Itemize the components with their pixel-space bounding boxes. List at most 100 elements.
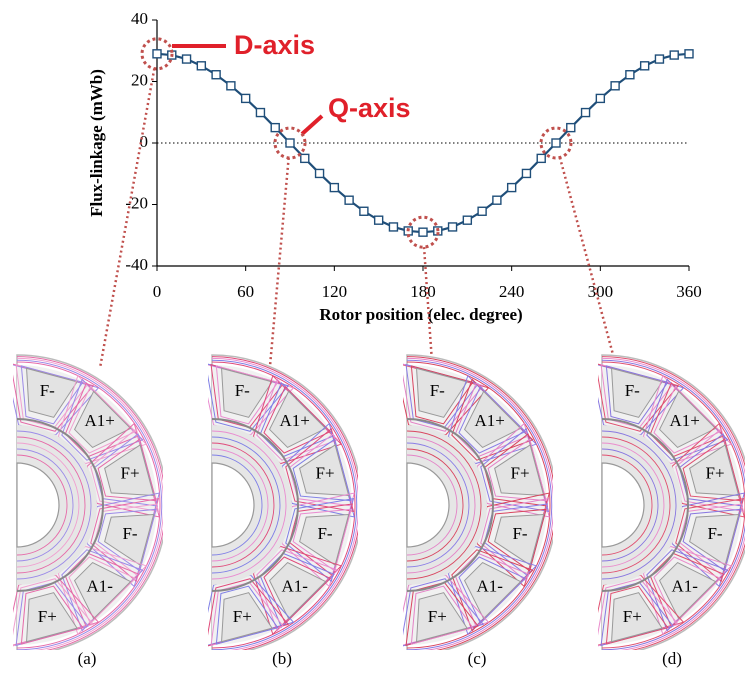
point-marker [536,153,546,164]
rotor-flux [406,454,458,556]
back-iron-flux [211,356,358,650]
slot [611,592,663,643]
flux-line [259,382,335,458]
rotor-flux [601,436,671,574]
panel-label: (d) [662,649,682,668]
slot [689,444,740,496]
flux-line [90,497,160,583]
flux-line [61,378,144,461]
slot-label: A1+ [475,411,505,430]
flux-line [600,581,674,647]
point-marker [610,81,620,91]
rotor-flux [16,454,68,556]
motor-panel: F- A1+ F+ F- A1- F+ [13,354,163,650]
air-gap [601,418,689,592]
back-iron-flux [601,356,745,650]
slot-label: A1+ [670,411,700,430]
back-iron-flux [406,357,553,650]
slot [494,444,545,496]
slot [73,561,132,620]
connector [422,247,434,363]
slot-label: A1- [87,577,114,596]
y-tick-label: -40 [125,255,148,274]
rotor-flux [211,448,269,562]
flux-line [68,556,137,625]
slot-label: F- [512,524,527,543]
point-marker [492,195,502,205]
point-marker [639,61,650,71]
motor-panel: F- A1+ F+ F- A1- F+ [208,354,358,650]
shaft [601,462,645,548]
flux-line [405,581,479,647]
x-tick-label: 120 [322,282,348,301]
flux-line [410,585,474,645]
slot-label: F+ [315,464,334,483]
highlight-circle [273,126,307,160]
back-iron-flux [406,359,553,650]
shaft [211,462,255,548]
flux-line [410,365,474,425]
rotor-flux [406,430,482,580]
back-iron-flux [211,361,356,649]
flux-line [598,578,680,647]
point-marker [255,107,266,118]
rotor-flux [601,454,653,556]
slot [299,514,350,566]
slot [416,367,468,418]
rotor-flux [406,436,476,574]
air-gap [16,418,104,592]
point-marker [595,93,606,104]
back-iron-flux [601,361,745,649]
x-tick-label: 180 [410,282,436,301]
flux-line [90,427,160,513]
point-marker [314,168,325,179]
flux-line [682,508,742,572]
slot [689,514,740,566]
slot-label: A1- [672,577,699,596]
back-iron-flux [406,361,551,649]
panel-label: (c) [468,649,487,668]
slot-label: A1+ [85,411,115,430]
point-marker [684,49,694,59]
slot-label: F+ [705,464,724,483]
flux-line [600,363,674,429]
slot [268,390,327,449]
flux-line [259,552,335,628]
flux-line [605,585,669,645]
point-marker [270,122,280,133]
point-marker [669,50,679,60]
connector [98,68,156,369]
x-tick-label: 360 [676,282,702,301]
flux-line [682,438,742,502]
shaft [406,462,450,548]
flux-line [483,433,549,507]
point-marker [344,195,354,205]
flux-line [20,585,84,645]
y-tick-label: 0 [140,132,149,151]
flux-line [288,503,354,577]
rotor-flux [16,436,86,574]
flux-line [208,578,290,647]
flux-line [210,363,284,429]
flux-line [288,433,354,507]
q-axis-annotation: Q-axis [328,93,411,123]
d-axis-annotation: D-axis [234,30,315,60]
flux-line [208,363,290,432]
flux-line [210,581,284,647]
highlight-circle [539,126,573,160]
flux-line [285,427,355,513]
flux-line [678,433,744,507]
flux-line [403,578,485,647]
flux-line [68,385,137,454]
point-marker [285,138,295,148]
flux-line [93,433,159,507]
flux-line [256,549,339,632]
flux-line [646,378,729,461]
slot-label: F- [40,381,55,400]
point-marker [226,81,236,91]
x-tick-label: 0 [153,282,162,301]
slot [658,561,717,620]
x-axis-label: Rotor position (elec. degree) [319,305,522,324]
flux-line [93,503,159,577]
flux-line [649,552,725,628]
